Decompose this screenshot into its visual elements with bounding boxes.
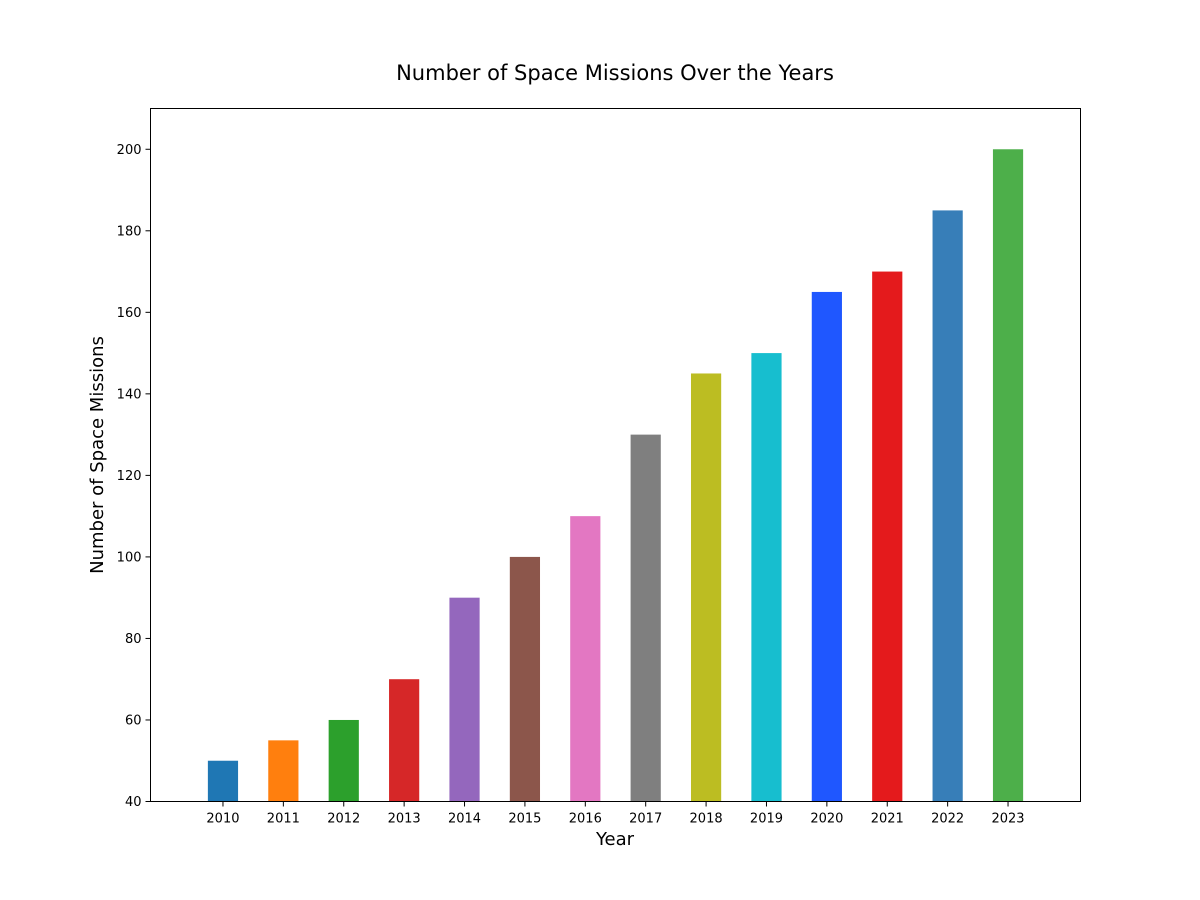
bar-2022: [932, 210, 963, 802]
y-tick-label: 140: [117, 387, 142, 402]
bar-2016: [570, 516, 601, 802]
x-tick-label: 2014: [448, 812, 481, 827]
bar-2018: [690, 373, 722, 802]
y-tick-label: 60: [125, 713, 142, 728]
bars-group: [207, 149, 1024, 802]
bar-2012: [328, 719, 359, 802]
x-tick-label: 2020: [810, 812, 843, 827]
y-tick-label: 120: [117, 469, 142, 484]
x-axis-ticks: 2010 2011 2012 2013 2014 2015 2016 2017 2018 2019…: [206, 801, 1025, 827]
plot-area-frame: [150, 108, 1081, 802]
x-tick-label: 2019: [750, 812, 783, 827]
x-axis-label: Year: [595, 829, 635, 850]
y-tick-label: 180: [117, 224, 142, 239]
y-tick-label: 200: [117, 143, 142, 158]
y-axis-label: Number of Space Missions: [87, 336, 108, 574]
bar-2023: [992, 149, 1024, 802]
x-tick-label: 2022: [931, 812, 964, 827]
bar-2015: [509, 556, 541, 802]
y-tick-label: 80: [125, 632, 142, 647]
x-tick-label: 2011: [267, 812, 300, 827]
x-tick-label: 2016: [569, 812, 602, 827]
x-tick-label: 2021: [871, 812, 904, 827]
y-tick-label: 100: [117, 550, 142, 565]
x-tick-label: 2018: [690, 812, 723, 827]
bar-2017: [630, 434, 661, 802]
x-tick-label: 2023: [991, 812, 1024, 827]
bar-2019: [751, 353, 782, 802]
bar-2013: [389, 679, 420, 802]
chart-title: Number of Space Missions Over the Years: [396, 61, 834, 85]
y-tick-label: 40: [125, 795, 142, 810]
bar-2021: [872, 271, 903, 802]
x-tick-label: 2017: [629, 812, 662, 827]
bar-2011: [268, 740, 299, 802]
x-tick-label: 2015: [508, 812, 541, 827]
bar-2010: [207, 760, 239, 802]
x-tick-label: 2012: [327, 812, 360, 827]
bar-2014: [449, 597, 480, 802]
y-axis-ticks: 40 60 80 100 120 140 160 180 200: [117, 143, 151, 810]
x-tick-label: 2010: [206, 812, 239, 827]
bar-2020: [811, 291, 842, 802]
y-tick-label: 160: [117, 306, 142, 321]
x-tick-label: 2013: [388, 812, 421, 827]
